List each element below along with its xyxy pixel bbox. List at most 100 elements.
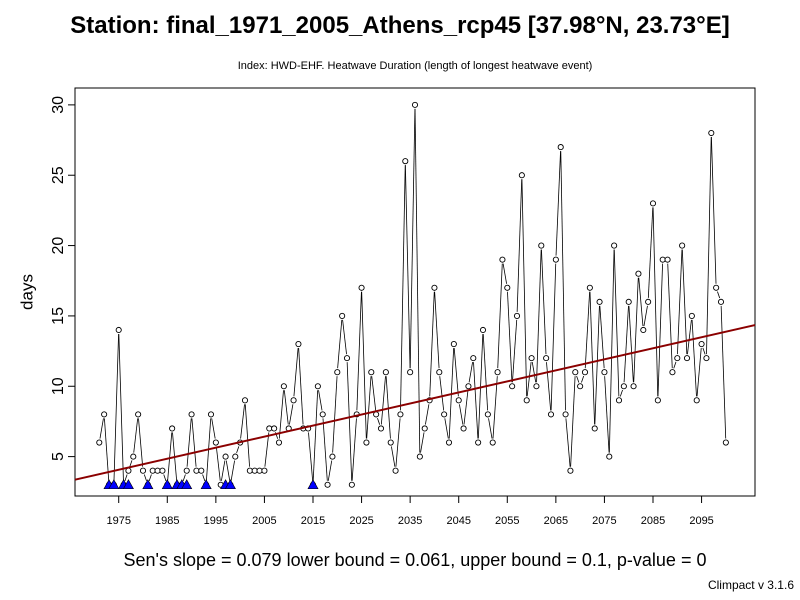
series-line-segment	[380, 376, 386, 425]
data-point	[402, 158, 409, 165]
data-point	[630, 383, 637, 390]
series-line-segment	[702, 347, 706, 355]
series-line-segment	[492, 376, 498, 439]
series-line-segment	[163, 474, 167, 482]
series-line-segment	[628, 305, 634, 383]
series-line-segment	[633, 277, 639, 383]
data-point	[358, 284, 365, 291]
p-value-text: p-value = 0	[616, 550, 707, 570]
data-point	[528, 355, 535, 362]
data-point	[397, 411, 404, 418]
series-line-segment	[385, 376, 391, 439]
data-point	[470, 355, 477, 362]
data-point	[484, 411, 491, 418]
data-point	[586, 284, 593, 291]
plot-frame	[74, 87, 756, 497]
series-line-segment	[584, 291, 591, 369]
data-point	[96, 439, 103, 446]
data-point	[407, 369, 414, 376]
data-point	[722, 439, 729, 446]
data-point	[683, 355, 691, 362]
series-line-segment	[589, 291, 595, 425]
series-line-segment	[133, 418, 139, 453]
series-line-segment	[497, 263, 503, 369]
data-point	[241, 397, 249, 404]
data-point	[679, 242, 686, 249]
data-point	[183, 467, 190, 474]
series-line-segment	[356, 291, 362, 411]
data-point	[538, 242, 545, 249]
x-tick-label: 2075	[592, 515, 616, 527]
data-point	[615, 397, 623, 404]
data-point	[455, 397, 462, 404]
series-line-segment	[186, 418, 192, 467]
series-line-segment	[565, 418, 571, 467]
series-line-segment	[502, 263, 507, 284]
data-point	[664, 256, 671, 263]
series-line-segment	[215, 446, 221, 481]
series-line-segment	[717, 291, 721, 299]
data-point	[504, 284, 511, 291]
series-line-segment	[512, 319, 518, 383]
x-tick-label: 2025	[349, 515, 373, 527]
series-line-segment	[312, 390, 319, 481]
series-line-segment	[576, 375, 580, 383]
data-point	[441, 411, 448, 418]
chart-title: Station: final_1971_2005_Athens_rcp45 [3…	[70, 12, 730, 39]
series-line-segment	[550, 263, 557, 411]
series-line-segment	[148, 474, 152, 482]
series-line-segment	[129, 460, 133, 468]
data-point	[674, 355, 681, 362]
data-point	[130, 453, 137, 460]
series-line-segment	[99, 418, 104, 439]
data-point	[635, 270, 642, 277]
data-point	[708, 129, 715, 137]
triangle-marker	[181, 479, 193, 490]
series-line-segment	[429, 291, 435, 397]
series-line-segment	[366, 376, 372, 439]
series-line-segment	[691, 319, 697, 397]
series-line-segment	[613, 249, 620, 397]
data-point	[460, 425, 467, 432]
triangle-marker	[224, 479, 236, 490]
data-point	[698, 341, 705, 348]
data-point	[363, 439, 370, 446]
data-point	[625, 298, 632, 305]
data-point	[280, 383, 287, 390]
data-point	[547, 411, 555, 418]
data-point	[552, 256, 559, 263]
y-tick-label: 20	[50, 237, 67, 255]
triangle-marker	[142, 479, 154, 490]
data-point	[523, 397, 530, 404]
y-tick-label: 25	[50, 166, 67, 184]
series-line-segment	[138, 418, 144, 467]
data-point	[188, 411, 195, 418]
data-point	[324, 481, 331, 488]
series-line-segment	[696, 348, 702, 397]
triangle-marker	[108, 479, 120, 490]
data-point	[601, 369, 608, 376]
series-line-segment	[327, 460, 333, 481]
series-line-segment	[278, 390, 284, 439]
series-line-segment	[516, 179, 523, 312]
y-axis-label: days	[17, 274, 36, 310]
x-tick-label: 2065	[544, 515, 568, 527]
data-point	[377, 425, 385, 432]
data-point	[669, 369, 676, 376]
series-line-segment	[482, 333, 489, 411]
data-point	[411, 101, 419, 108]
series-line-segment	[124, 474, 128, 482]
series-line-segment	[555, 151, 561, 256]
data-point	[509, 383, 516, 390]
data-point	[159, 467, 166, 474]
x-tick-label: 1975	[106, 515, 130, 527]
series-line-segment	[706, 137, 712, 355]
data-point	[567, 467, 574, 474]
series-line-segment	[377, 418, 381, 425]
lower-bound-text: lower bound = 0.061,	[286, 550, 456, 570]
data-point	[591, 425, 598, 432]
series-line-segment	[453, 348, 459, 397]
data-point	[295, 341, 302, 348]
series-line-segment	[531, 361, 537, 383]
data-point	[557, 144, 564, 151]
